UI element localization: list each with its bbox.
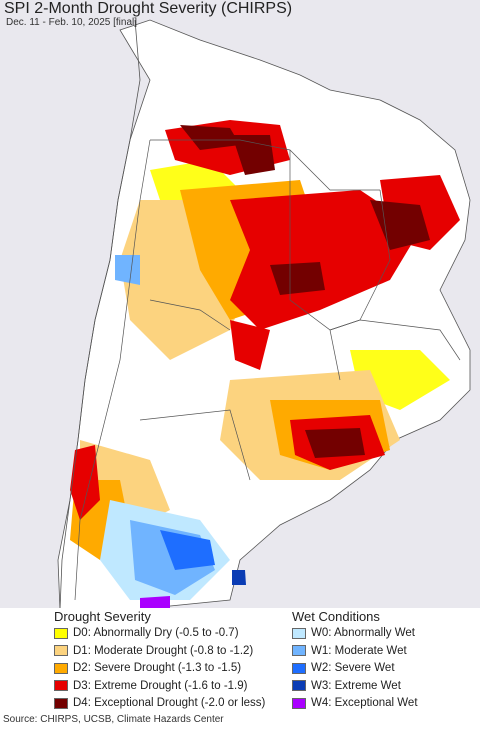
w2-region <box>160 530 215 570</box>
drought-legend-label: D2: Severe Drought (-1.3 to -1.5) <box>73 662 242 674</box>
d4-region-paraguay <box>370 200 430 250</box>
drought-legend-swatch <box>54 680 68 691</box>
map-title: SPI 2-Month Drought Severity (CHIRPS) <box>4 0 293 17</box>
d4-region-north <box>180 125 240 150</box>
wet-legend-label: W2: Severe Wet <box>311 662 395 674</box>
d4-region-center <box>270 262 325 295</box>
drought-legend-swatch <box>54 645 68 656</box>
wet-legend-swatch <box>292 627 306 639</box>
wet-legend-label: W3: Extreme Wet <box>311 679 401 692</box>
wet-legend-item: W3: Extreme Wet <box>292 679 401 693</box>
drought-legend-swatch <box>54 662 68 674</box>
drought-legend-item: D1: Moderate Drought (-0.8 to -1.2) <box>54 644 253 658</box>
w3-region <box>232 570 246 585</box>
drought-severity-heading: Drought Severity <box>54 609 151 624</box>
wet-legend-item: W4: Exceptional Wet <box>292 696 418 710</box>
drought-legend-item: D3: Extreme Drought (-1.6 to -1.9) <box>54 679 247 693</box>
drought-legend-swatch <box>54 697 68 709</box>
wet-legend-item: W0: Abnormally Wet <box>292 626 415 640</box>
drought-legend-item: D0: Abnormally Dry (-0.5 to -0.7) <box>54 626 239 640</box>
w1-region-north <box>115 255 140 285</box>
drought-legend-label: D1: Moderate Drought (-0.8 to -1.2) <box>73 644 254 657</box>
d4-region-south <box>305 428 365 458</box>
d3-region-coast <box>70 445 100 520</box>
drought-legend-item: D4: Exceptional Drought (-2.0 or less) <box>54 696 265 710</box>
wet-legend-swatch <box>292 680 306 691</box>
drought-legend-label: D3: Extreme Drought (-1.6 to -1.9) <box>73 679 248 692</box>
d3-region-center <box>230 190 420 330</box>
wet-conditions-heading: Wet Conditions <box>292 609 380 624</box>
drought-map <box>0 0 480 610</box>
wet-legend-swatch <box>292 662 306 674</box>
w4-region <box>140 596 170 610</box>
d3-region-west <box>230 320 270 370</box>
source-credit: Source: CHIRPS, UCSB, Climate Hazards Ce… <box>3 714 224 725</box>
wet-legend-label: W0: Abnormally Wet <box>311 627 415 639</box>
map-subtitle: Dec. 11 - Feb. 10, 2025 [final] <box>6 17 138 28</box>
wet-legend-label: W4: Exceptional Wet <box>311 697 418 709</box>
drought-legend-label: D4: Exceptional Drought (-2.0 or less) <box>73 697 266 709</box>
drought-legend-label: D0: Abnormally Dry (-0.5 to -0.7) <box>73 627 239 639</box>
wet-legend-swatch <box>292 645 306 656</box>
wet-legend-label: W1: Moderate Wet <box>311 644 407 657</box>
drought-legend-swatch <box>54 627 68 639</box>
country-borders <box>74 139 461 601</box>
wet-legend-item: W2: Severe Wet <box>292 661 395 675</box>
legend-panel: Drought Severity Wet Conditions D0: Abno… <box>0 608 480 710</box>
chile-coastline <box>59 19 141 610</box>
wet-legend-swatch <box>292 697 306 709</box>
wet-legend-item: W1: Moderate Wet <box>292 644 407 658</box>
drought-legend-item: D2: Severe Drought (-1.3 to -1.5) <box>54 661 241 675</box>
